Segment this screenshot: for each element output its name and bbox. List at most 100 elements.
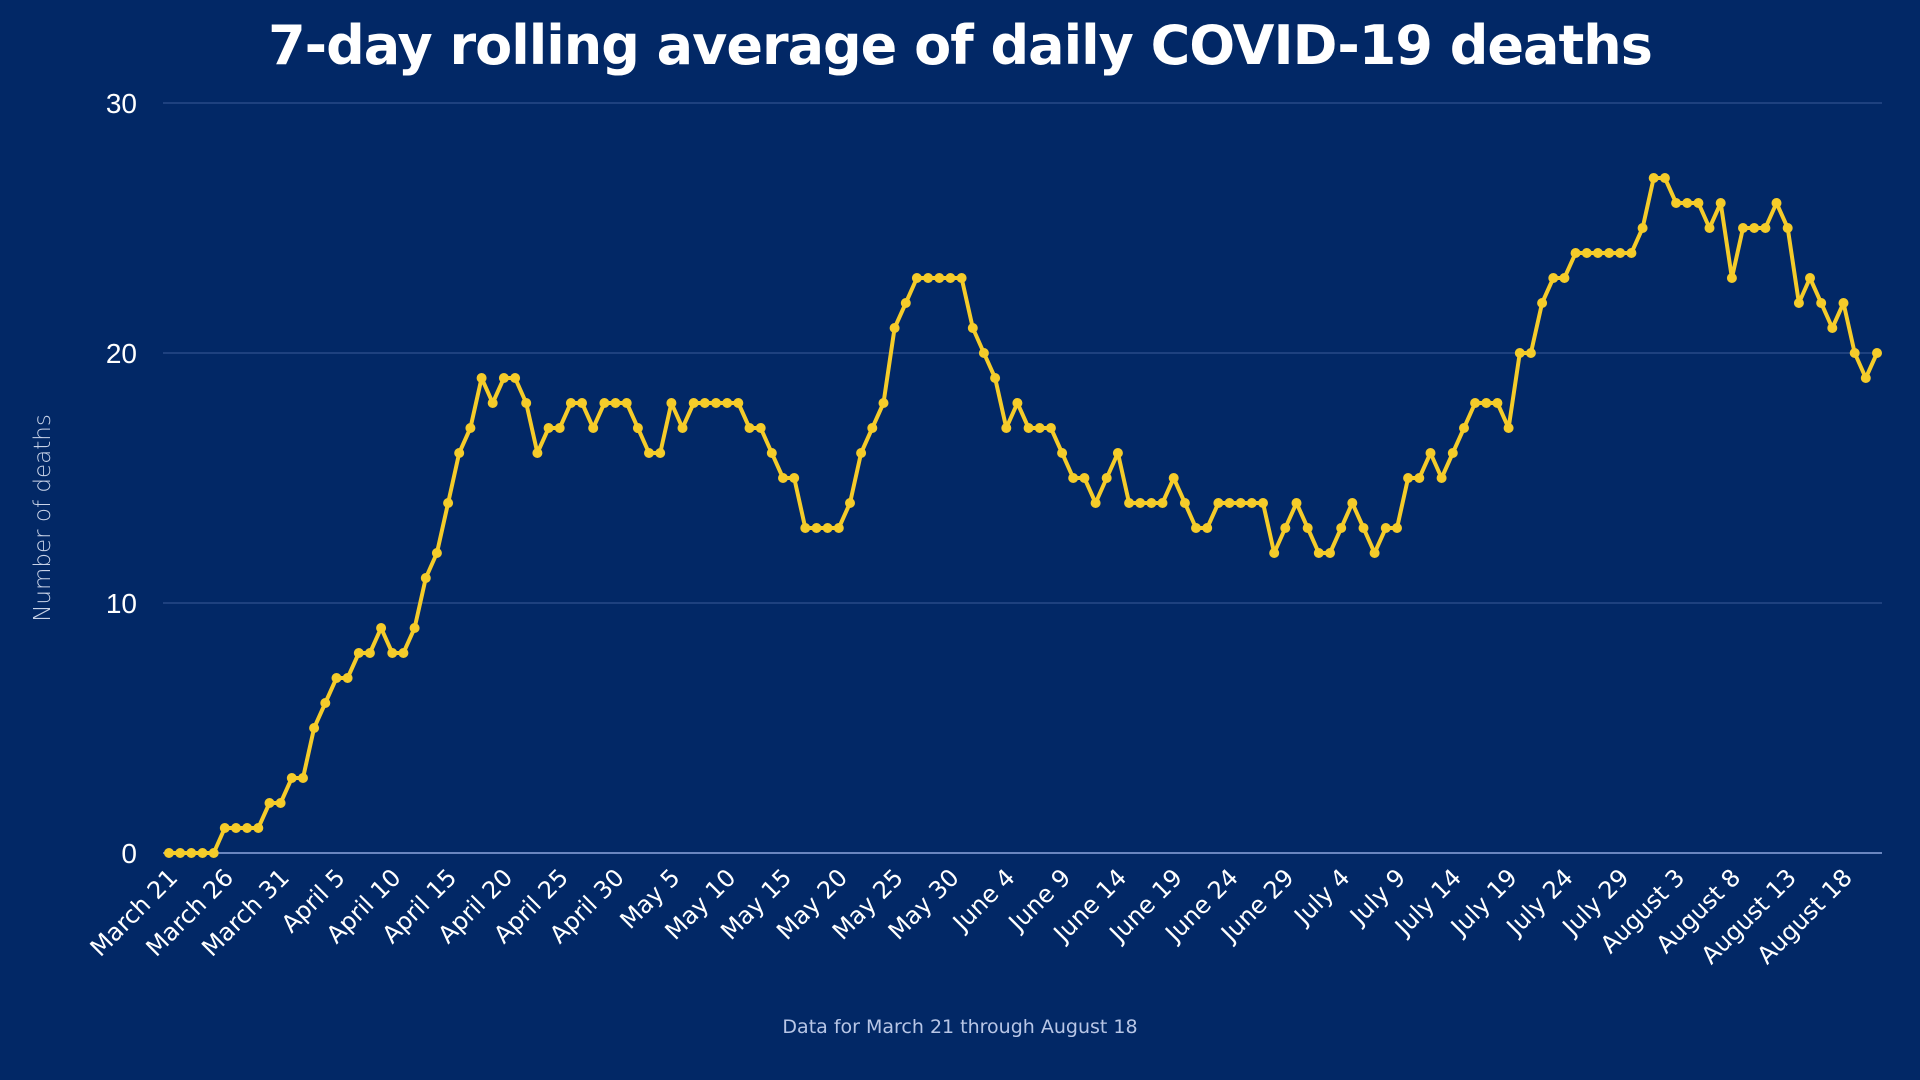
data-point (755, 423, 766, 433)
data-point (1414, 473, 1425, 483)
data-point (409, 623, 420, 633)
data-point (722, 398, 733, 408)
data-point (175, 848, 186, 858)
data-point (1738, 223, 1748, 233)
data-point (1726, 273, 1737, 283)
data-point (990, 373, 1001, 383)
data-point (845, 498, 855, 508)
data-point (822, 523, 833, 533)
data-point (666, 398, 677, 408)
data-point (923, 273, 934, 283)
data-point (956, 273, 967, 283)
data-point (1671, 198, 1682, 208)
data-point (231, 823, 241, 833)
data-point (789, 473, 800, 483)
data-point (1481, 398, 1492, 408)
data-point (778, 473, 788, 483)
data-point (1191, 523, 1201, 533)
data-point (1514, 348, 1525, 358)
data-point (320, 698, 331, 708)
data-point (711, 398, 721, 408)
data-point (1760, 223, 1771, 233)
data-point (900, 298, 911, 308)
data-point (1179, 498, 1190, 508)
data-point (1503, 423, 1514, 433)
data-point (309, 723, 320, 733)
data-point (688, 398, 699, 408)
data-point (364, 648, 375, 658)
data-point (1213, 498, 1224, 508)
data-point (1246, 498, 1257, 508)
data-point (1559, 273, 1570, 283)
data-point (565, 398, 576, 408)
data-point (1269, 548, 1280, 558)
data-point (1023, 423, 1034, 433)
data-point (889, 323, 900, 333)
y-tick-label: 30 (106, 88, 137, 119)
data-point (1849, 348, 1860, 358)
data-point (1202, 523, 1213, 533)
data-point (1659, 173, 1670, 183)
data-point (655, 448, 666, 458)
data-point (1347, 498, 1358, 508)
data-point (1380, 523, 1391, 533)
data-point (1302, 523, 1313, 533)
data-point (878, 398, 889, 408)
data-point (1068, 473, 1079, 483)
data-point (487, 398, 498, 408)
data-point (1336, 523, 1347, 533)
data-point (186, 848, 197, 858)
data-point (454, 448, 465, 458)
data-point (1157, 498, 1168, 508)
footnote: Data for March 21 through August 18 (782, 1016, 1138, 1038)
data-point (1872, 348, 1882, 358)
data-point (1112, 448, 1123, 458)
data-point (967, 323, 978, 333)
data-point (1090, 498, 1101, 508)
data-point (1224, 498, 1235, 508)
data-point (219, 823, 230, 833)
data-point (1492, 398, 1503, 408)
data-point (331, 673, 342, 683)
data-point (431, 548, 442, 558)
data-point (1045, 423, 1056, 433)
data-point (1436, 473, 1447, 483)
series-line (167, 176, 1879, 855)
data-point (197, 848, 208, 858)
data-point (811, 523, 822, 533)
data-point (1358, 523, 1369, 533)
data-point (1816, 298, 1827, 308)
data-point (1403, 473, 1414, 483)
data-point (387, 648, 398, 658)
data-point (1805, 273, 1815, 283)
data-point (934, 273, 945, 283)
chart-title: 7-day rolling average of daily COVID-19 … (268, 14, 1653, 77)
data-point (465, 423, 476, 433)
data-point (978, 348, 989, 358)
data-point (1101, 473, 1112, 483)
data-point (733, 398, 744, 408)
y-tick-label: 10 (106, 588, 137, 619)
data-point (510, 373, 521, 383)
y-tick-label: 0 (121, 838, 137, 869)
data-point (264, 798, 275, 808)
data-point (1604, 248, 1615, 258)
data-point (1280, 523, 1291, 533)
data-point (1425, 448, 1436, 458)
data-point (1592, 248, 1603, 258)
series-line-path (167, 176, 1879, 855)
data-point (532, 448, 543, 458)
data-point (699, 398, 710, 408)
data-point (588, 423, 599, 433)
y-axis-label: Number of deaths (30, 414, 56, 622)
data-point (1827, 323, 1838, 333)
data-point (443, 498, 454, 508)
data-point (1615, 248, 1626, 258)
data-point (1838, 298, 1849, 308)
data-point (677, 423, 688, 433)
data-point (911, 273, 922, 283)
x-tick-label: June 4 (946, 863, 1020, 937)
data-point (1057, 448, 1068, 458)
data-point (833, 523, 844, 533)
